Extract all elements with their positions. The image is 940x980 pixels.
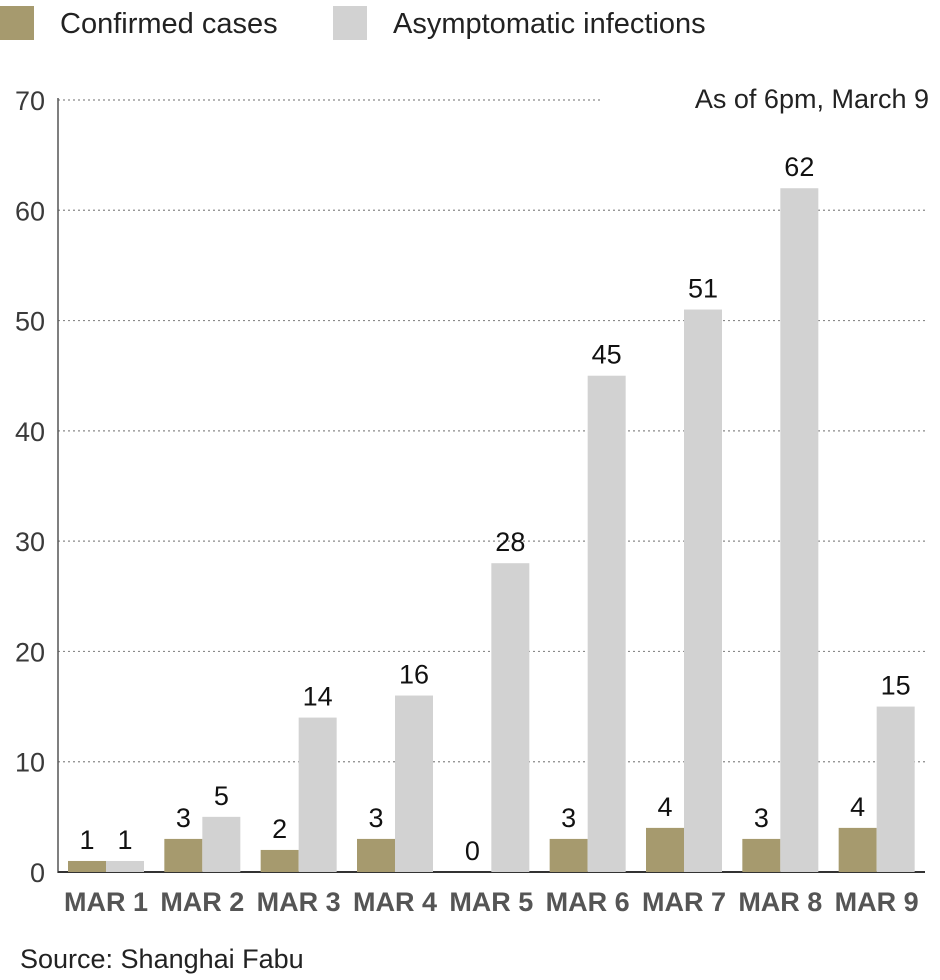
- data-label-confirmed: 3: [754, 803, 769, 833]
- data-label-asymptomatic: 62: [784, 152, 814, 182]
- data-label-asymptomatic: 45: [592, 340, 622, 370]
- data-label-asymptomatic: 15: [881, 671, 911, 701]
- x-tick-label: MAR 4: [353, 887, 437, 917]
- bars: [68, 188, 915, 872]
- source-note: Source: Shanghai Fabu: [20, 944, 304, 974]
- bar-asymptomatic: [395, 695, 433, 872]
- x-tick-label: MAR 7: [642, 887, 726, 917]
- legend-swatch-confirmed: [0, 6, 34, 40]
- bar-asymptomatic: [587, 375, 626, 872]
- bar-confirmed: [357, 838, 395, 872]
- bar-confirmed: [549, 838, 588, 872]
- data-label-confirmed: 2: [272, 814, 287, 844]
- x-tick-label: MAR 8: [738, 887, 822, 917]
- bar-asymptomatic: [780, 188, 819, 872]
- bar-confirmed: [742, 838, 781, 872]
- bar-confirmed: [260, 849, 299, 872]
- y-tick-label: 70: [15, 86, 45, 116]
- bar-confirmed: [68, 860, 106, 872]
- data-label-confirmed: 1: [79, 825, 94, 855]
- x-tick-label: MAR 3: [257, 887, 341, 917]
- y-tick-label: 10: [15, 748, 45, 778]
- data-label-confirmed: 4: [657, 792, 672, 822]
- data-label-confirmed: 3: [368, 803, 383, 833]
- x-tick-label: MAR 2: [160, 887, 244, 917]
- data-label-confirmed: 4: [850, 792, 865, 822]
- bar-asymptomatic: [491, 563, 530, 872]
- bar-confirmed: [838, 827, 877, 872]
- data-label-confirmed: 0: [465, 836, 480, 866]
- chart-annotation: As of 6pm, March 9: [695, 84, 929, 114]
- bar-asymptomatic: [684, 309, 722, 872]
- data-label-confirmed: 3: [176, 803, 191, 833]
- data-label-asymptomatic: 1: [117, 825, 132, 855]
- y-tick-label: 50: [15, 307, 45, 337]
- gridlines: [58, 99, 925, 763]
- x-tick-label: MAR 5: [449, 887, 533, 917]
- legend: Confirmed cases Asymptomatic infections: [0, 6, 706, 40]
- bar-asymptomatic: [298, 717, 337, 872]
- data-label-asymptomatic: 28: [495, 527, 525, 557]
- y-tick-label: 30: [15, 527, 45, 557]
- x-tick-label: MAR 9: [835, 887, 919, 917]
- legend-swatch-asymptomatic: [333, 6, 367, 40]
- data-label-asymptomatic: 51: [688, 274, 718, 304]
- bar-asymptomatic: [876, 706, 915, 872]
- data-label-asymptomatic: 16: [399, 660, 429, 690]
- data-label-confirmed: 3: [561, 803, 576, 833]
- data-label-asymptomatic: 14: [303, 682, 333, 712]
- bar-asymptomatic: [106, 860, 144, 872]
- bar-confirmed: [164, 838, 203, 872]
- legend-label-asymptomatic: Asymptomatic infections: [393, 8, 706, 40]
- y-tick-label: 60: [15, 196, 45, 226]
- bar-confirmed: [646, 827, 684, 872]
- x-tick-label: MAR 6: [546, 887, 630, 917]
- y-axis-tick-labels: 0 10 20 30 40 50 60 70: [15, 86, 45, 888]
- x-tick-label: MAR 1: [64, 887, 148, 917]
- y-tick-label: 40: [15, 417, 45, 447]
- data-label-asymptomatic: 5: [214, 781, 229, 811]
- y-tick-label: 20: [15, 637, 45, 667]
- x-axis-tick-labels: MAR 1 MAR 2 MAR 3 MAR 4 MAR 5 MAR 6 MAR 7 MAR 8…: [64, 887, 919, 917]
- y-tick-label: 0: [30, 858, 45, 888]
- legend-label-confirmed: Confirmed cases: [60, 8, 278, 40]
- bar-asymptomatic: [202, 816, 241, 872]
